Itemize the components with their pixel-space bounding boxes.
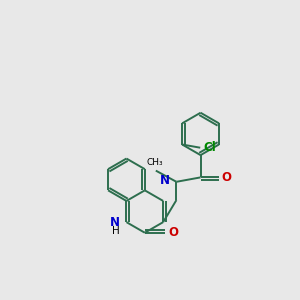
- Text: Cl: Cl: [203, 141, 216, 154]
- Text: H: H: [112, 226, 120, 236]
- Text: CH₃: CH₃: [146, 158, 163, 167]
- Text: O: O: [222, 171, 232, 184]
- Text: N: N: [160, 174, 170, 187]
- Text: O: O: [169, 226, 178, 239]
- Text: N: N: [110, 216, 120, 229]
